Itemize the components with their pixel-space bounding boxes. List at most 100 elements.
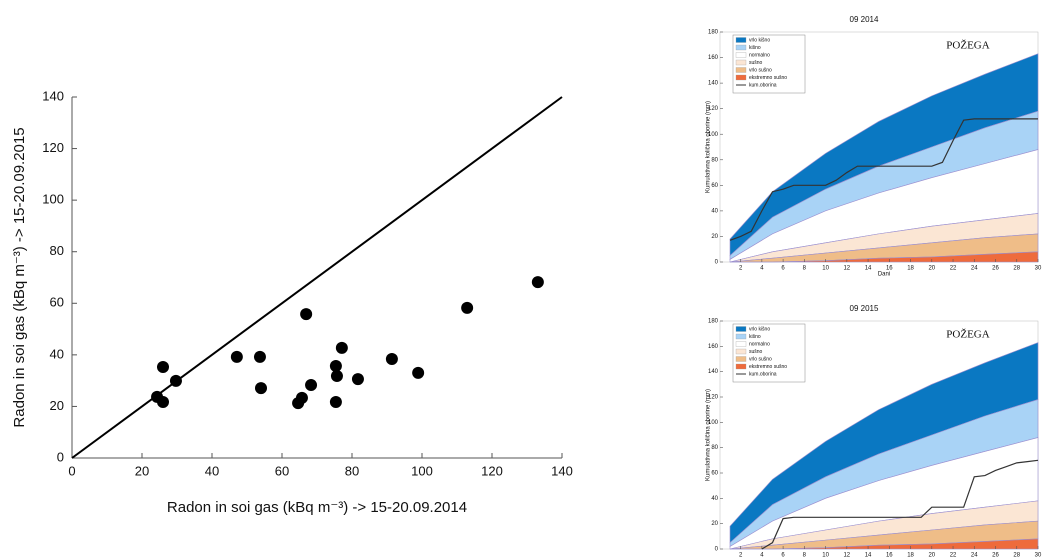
x-tick-label: 6 [781, 553, 785, 559]
x-tick-label: 14 [865, 266, 872, 272]
legend-label: ekstremno sušno [749, 75, 787, 81]
x-tick-label: 18 [907, 553, 914, 559]
cumulative-line [761, 459, 1039, 550]
y-tick-label: 60 [711, 471, 718, 477]
y-tick-label: 100 [708, 420, 719, 426]
x-tick-label: 8 [803, 266, 807, 272]
x-tick-label: 10 [822, 553, 829, 559]
y-tick-label: 40 [711, 496, 718, 502]
x-axis-label: Radon in soi gas (kBq m⁻³) -> 15-20.09.2… [167, 499, 467, 516]
legend-label: kum.oborina [749, 371, 777, 377]
chart-title: 09 2014 [850, 15, 879, 24]
legend-label: sušno [749, 60, 763, 66]
x-tick-label: 60 [275, 463, 289, 478]
y-tick-label: 180 [708, 319, 719, 325]
legend-swatch [735, 363, 747, 370]
y-tick-label: 80 [711, 157, 718, 163]
x-tick-label: 4 [760, 266, 764, 272]
x-tick-label: 30 [1035, 553, 1042, 559]
data-point [255, 382, 267, 395]
y-tick-label: 140 [42, 88, 64, 103]
x-tick-label: 26 [992, 266, 999, 272]
legend-swatch [735, 326, 747, 332]
data-point [329, 359, 342, 372]
x-tick-label: 100 [411, 463, 433, 478]
data-point [253, 350, 266, 363]
legend-swatch [735, 356, 747, 362]
data-point [295, 391, 308, 404]
legend-label: sušno [749, 349, 763, 355]
legend-label: vrlo kišno [749, 37, 770, 43]
x-tick-label: 80 [345, 463, 359, 478]
data-point [412, 366, 425, 379]
y-tick-label: 120 [708, 106, 719, 112]
y-tick-label: 60 [50, 295, 64, 310]
x-tick-label: 0 [68, 463, 75, 478]
y-tick-label: 100 [42, 192, 64, 207]
x-tick-label: 16 [886, 266, 893, 272]
x-tick-label: 12 [843, 266, 850, 272]
y-tick-label: 180 [708, 30, 719, 36]
band-area [730, 538, 1039, 550]
x-tick-label: 140 [551, 463, 573, 478]
y-tick-label: 20 [711, 234, 718, 240]
x-tick-label: 26 [992, 553, 999, 559]
y-tick-label: 160 [708, 344, 719, 350]
data-point [157, 360, 169, 373]
data-point [157, 396, 169, 409]
y-tick-label: 80 [50, 243, 64, 258]
x-axis-label: Dani [878, 272, 890, 278]
legend-swatch [735, 333, 747, 340]
x-tick-label: 12 [843, 553, 850, 559]
legend-swatch [735, 44, 747, 51]
y-tick-label: 120 [42, 140, 64, 155]
data-point [351, 373, 364, 386]
x-tick-label: 24 [971, 266, 978, 272]
y-tick-label: 0 [57, 449, 64, 464]
legend-label: kišno [749, 334, 761, 340]
reference-line [71, 96, 563, 459]
x-tick-label: 18 [907, 266, 914, 272]
x-tick-label: 2 [739, 266, 743, 272]
y-tick-label: 160 [708, 55, 719, 61]
x-tick-label: 28 [1013, 266, 1020, 272]
y-tick-label: 80 [711, 445, 718, 451]
data-point [230, 350, 243, 363]
data-point [300, 308, 313, 321]
data-point [330, 370, 343, 383]
x-tick-label: 28 [1013, 553, 1020, 559]
x-tick-label: 4 [760, 553, 764, 559]
x-tick-label: 10 [822, 266, 829, 272]
legend-label: vrlo kišno [749, 326, 770, 332]
data-point [305, 379, 318, 392]
y-tick-label: 20 [50, 398, 64, 413]
x-tick-label: 6 [781, 266, 785, 272]
legend-label: vrlo sušno [749, 356, 772, 362]
y-tick-label: 140 [708, 369, 719, 375]
x-tick-label: 22 [950, 553, 957, 559]
legend-label: normalno [749, 52, 770, 58]
legend-swatch [735, 341, 747, 347]
data-point [531, 276, 544, 289]
y-axis-label: Kumulativna količina oborine (mm) [706, 101, 712, 193]
legend-label: vrlo sušno [749, 67, 772, 73]
legend-swatch [735, 52, 747, 58]
data-point [329, 396, 342, 409]
x-tick-label: 40 [205, 463, 219, 478]
x-tick-label: 120 [481, 463, 503, 478]
legend-swatch [735, 59, 747, 66]
x-tick-label: 20 [135, 463, 149, 478]
legend-swatch [735, 348, 747, 355]
legend-label: normalno [749, 341, 770, 347]
x-tick-label: 22 [950, 266, 957, 272]
y-tick-label: 20 [711, 521, 718, 527]
cumulative-line [729, 118, 1038, 241]
x-tick-label: 8 [803, 553, 807, 559]
x-tick-label: 24 [971, 553, 978, 559]
annotation: POŽEGA [946, 40, 989, 52]
x-tick-label: 14 [865, 553, 872, 559]
data-point [169, 374, 182, 387]
annotation: POŽEGA [946, 329, 989, 341]
